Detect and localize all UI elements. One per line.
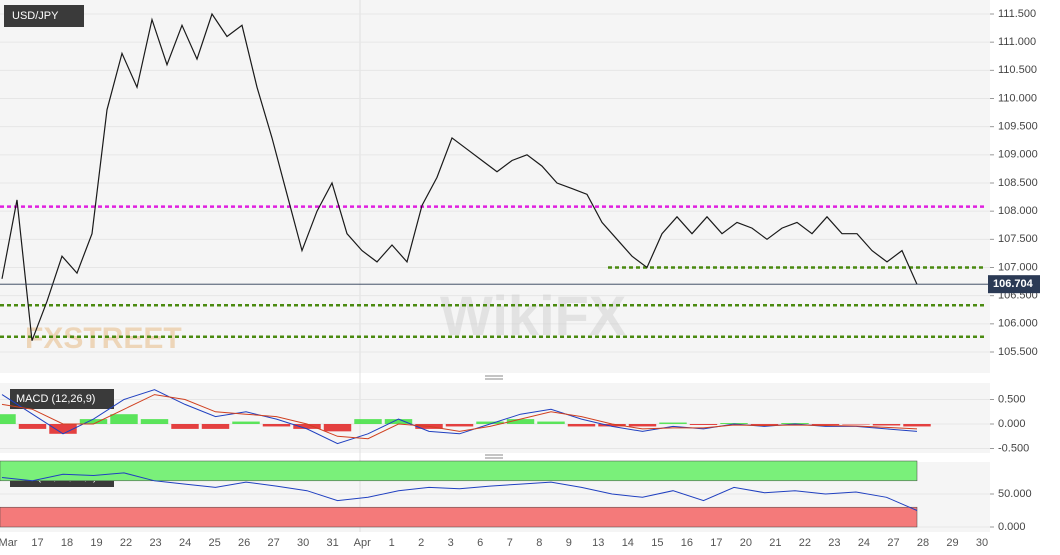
x-tick-label: 17	[710, 537, 722, 549]
x-tick-label: 22	[799, 537, 811, 549]
x-tick-label: 8	[536, 537, 542, 549]
y-tick-label: 106.000	[998, 318, 1038, 330]
histogram-bar	[872, 424, 901, 426]
histogram-bar	[689, 424, 718, 425]
x-tick-label: Apr	[354, 537, 371, 549]
y-tick-label: 108.000	[998, 205, 1038, 217]
x-tick-label: 3	[448, 537, 454, 549]
x-tick-label: 30	[297, 537, 309, 549]
x-tick-label: 1	[389, 537, 395, 549]
y-tick-label: 107.000	[998, 261, 1038, 273]
rsi-band	[0, 460, 918, 482]
histogram-bar	[628, 424, 657, 427]
x-tick-label: 25	[208, 537, 220, 549]
x-tick-label: 19	[90, 537, 102, 549]
y-tick-label: 109.000	[998, 149, 1038, 161]
y-tick-label: 110.000	[998, 92, 1037, 104]
x-tick-label: 27	[887, 537, 899, 549]
y-tick-label: 109.500	[998, 121, 1038, 133]
x-tick-label: 15	[651, 537, 663, 549]
histogram-bar	[323, 424, 352, 432]
x-tick-label: 16	[681, 537, 693, 549]
title-box	[4, 5, 84, 27]
histogram-bar	[384, 419, 413, 424]
x-tick-label: 30	[976, 537, 988, 549]
histogram-bar	[903, 424, 931, 427]
y-tick-label: 105.500	[998, 346, 1038, 358]
x-tick-label: 9	[566, 537, 572, 549]
y-tick-label: 0.000	[998, 521, 1026, 533]
macd-panel	[0, 383, 990, 453]
last-price-box	[988, 275, 1040, 294]
panel-handle[interactable]	[485, 375, 503, 380]
histogram-bar	[598, 424, 626, 427]
histogram-bar	[811, 424, 840, 425]
y-tick-label: 110.500	[998, 64, 1037, 76]
x-tick-label: 24	[179, 537, 191, 549]
x-tick-label: 20	[740, 537, 752, 549]
histogram-bar	[659, 422, 687, 424]
histogram-bar	[567, 424, 596, 427]
histogram-bar	[79, 419, 108, 424]
histogram-bar	[476, 421, 504, 424]
histogram-bar	[18, 424, 47, 429]
histogram-bar	[232, 421, 260, 424]
macd-line	[1, 394, 918, 440]
price-panel	[0, 0, 990, 373]
histogram-bar	[506, 419, 535, 424]
x-tick-label: 18	[61, 537, 73, 549]
x-tick-label: 27	[268, 537, 280, 549]
title-box	[10, 389, 114, 409]
histogram-bar	[171, 424, 199, 429]
histogram-bar	[201, 424, 230, 429]
histogram-bar	[750, 424, 779, 425]
histogram-bar	[354, 419, 382, 424]
histogram-bar	[262, 424, 291, 427]
chart-title: USD/JPY	[12, 10, 59, 22]
x-tick-label: 6	[477, 537, 483, 549]
x-tick-label: 21	[769, 537, 781, 549]
x-tick-label: 17	[31, 537, 43, 549]
x-tick-label: Mar	[0, 537, 18, 549]
y-tick-label: -0.500	[998, 442, 1029, 454]
macd-line	[1, 389, 918, 445]
last-price-label: 106.704	[993, 278, 1034, 290]
y-tick-label: 108.500	[998, 177, 1038, 189]
histogram-bar	[293, 424, 321, 429]
y-tick-label: 111.000	[998, 36, 1036, 48]
rsi-line	[1, 472, 918, 511]
x-tick-label: 26	[238, 537, 250, 549]
watermark: FXSTREET	[25, 322, 182, 355]
x-tick-label: 7	[507, 537, 513, 549]
price-line	[1, 12, 918, 341]
histogram-bar	[0, 414, 16, 424]
x-tick-label: 28	[917, 537, 929, 549]
x-tick-label: 29	[946, 537, 958, 549]
y-tick-label: 111.500	[998, 8, 1036, 20]
x-tick-label: 31	[327, 537, 339, 549]
indicator-title: MACD (12,26,9)	[16, 393, 95, 405]
panel-handle[interactable]	[485, 454, 503, 459]
x-tick-label: 2	[418, 537, 424, 549]
histogram-bar	[110, 414, 138, 424]
histogram-bar	[49, 424, 77, 434]
x-tick-label: 14	[622, 537, 634, 549]
x-tick-label: 23	[149, 537, 161, 549]
y-tick-label: 107.500	[998, 233, 1038, 245]
x-tick-label: 24	[858, 537, 870, 549]
histogram-bar	[445, 424, 474, 427]
x-tick-label: 23	[828, 537, 840, 549]
histogram-bar	[140, 419, 169, 424]
x-tick-label: 22	[120, 537, 132, 549]
x-tick-label: 13	[592, 537, 604, 549]
rsi-band	[0, 506, 918, 528]
y-tick-label: 50.000	[998, 488, 1032, 500]
y-tick-label: 0.000	[998, 418, 1026, 430]
y-tick-label: 0.500	[998, 393, 1026, 405]
histogram-bar	[537, 421, 565, 424]
